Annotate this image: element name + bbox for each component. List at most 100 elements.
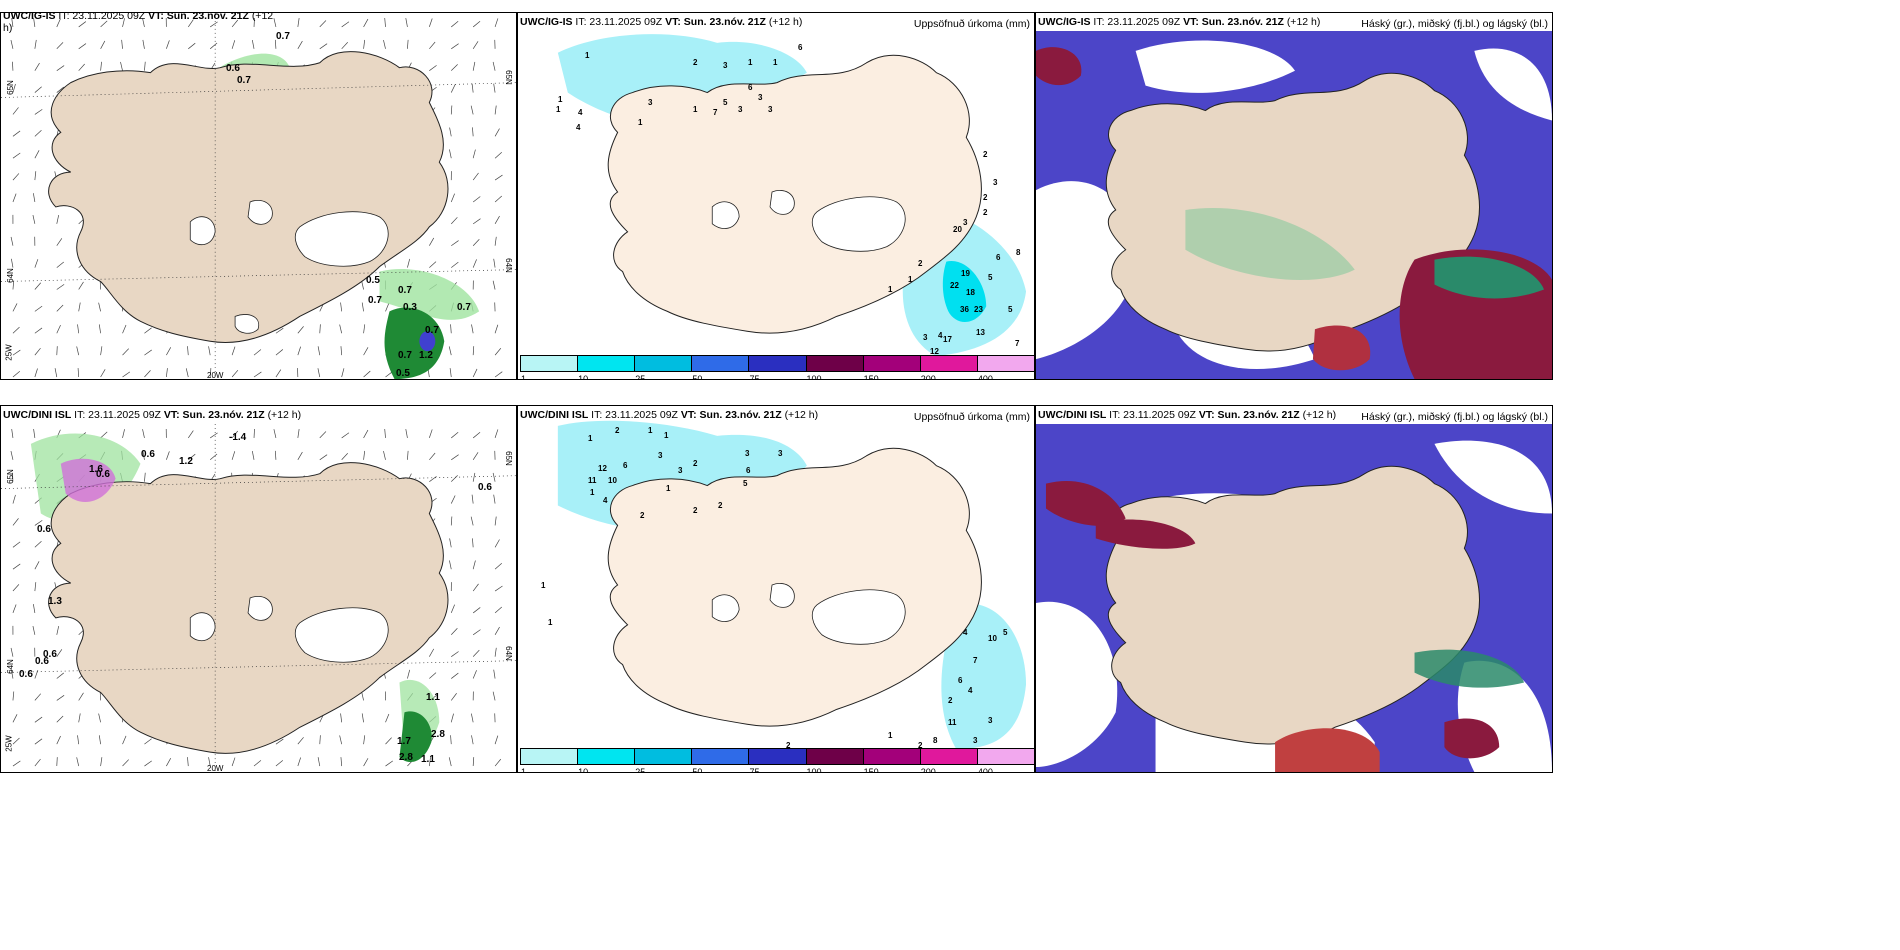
wind-barb xyxy=(449,538,452,548)
wind-barb xyxy=(494,606,503,614)
wind-barb xyxy=(100,757,103,767)
wind-barb xyxy=(100,346,103,356)
wind-barb xyxy=(34,130,42,137)
wind-barb xyxy=(472,41,479,49)
wind-barb xyxy=(34,171,37,181)
wind-barb xyxy=(12,584,20,592)
map-area: 65N 64N 65N 64N 25W 20W -1.4 0.6 1.2 1.6… xyxy=(1,424,516,772)
value-label: 8 xyxy=(1016,248,1021,257)
value-label: 1.6 xyxy=(89,464,103,475)
colorbar-segment xyxy=(976,355,1034,372)
precip-map-svg xyxy=(557,420,1027,750)
wind-barb xyxy=(56,261,64,268)
cloud-high-red xyxy=(1095,519,1196,549)
wind-barb xyxy=(12,193,17,203)
wind-barb xyxy=(383,40,386,49)
wind-barb xyxy=(319,324,321,334)
wind-barb xyxy=(231,451,236,460)
value-label: 6 xyxy=(958,676,963,685)
wind-barb xyxy=(11,18,14,27)
wind-barb xyxy=(56,238,63,246)
value-label: 1 xyxy=(590,488,595,497)
panel-precip-bottom-middle: UWC/DINI ISL IT: 23.11.2025 09Z VT: Sun.… xyxy=(517,405,1035,773)
lon-label-20w: 20W xyxy=(207,371,224,380)
value-label: 0.7 xyxy=(425,325,439,336)
wind-barb xyxy=(11,669,14,679)
glacier-langjokull xyxy=(711,594,740,622)
value-label: 2 xyxy=(640,511,645,520)
wind-barb xyxy=(494,758,502,767)
value-label: 8 xyxy=(933,736,938,745)
model-name: UWC/DINI ISL xyxy=(1038,409,1107,421)
wind-barb xyxy=(34,282,42,290)
lead-time: (+12 h) xyxy=(1286,16,1321,28)
value-label: 7 xyxy=(713,108,718,117)
wind-barb xyxy=(209,432,218,439)
value-label: 2 xyxy=(693,506,698,515)
value-label: 1 xyxy=(638,118,643,127)
wind-barb xyxy=(361,713,364,723)
wind-barb xyxy=(273,18,277,28)
panel-title: UWC/DINI ISL IT: 23.11.2025 09Z VT: Sun.… xyxy=(3,409,301,421)
lead-time-unit: h) xyxy=(3,22,13,34)
value-label: 1 xyxy=(558,95,563,104)
wind-barb xyxy=(449,368,452,378)
wind-barb xyxy=(12,326,20,334)
wind-barb xyxy=(100,61,102,71)
value-label: 3 xyxy=(973,736,978,745)
wind-barb xyxy=(34,86,42,93)
wind-barb xyxy=(12,518,19,526)
purple-cells xyxy=(60,458,116,502)
value-label: 2 xyxy=(983,208,988,217)
value-label: 1 xyxy=(748,58,753,67)
wind-barb xyxy=(385,713,390,723)
wind-barb xyxy=(450,628,458,636)
colorbar-tick-label: 1 xyxy=(521,374,527,380)
value-label: 1 xyxy=(693,105,698,114)
wind-barb xyxy=(188,453,196,461)
wind-barb xyxy=(144,760,152,767)
wind-barb xyxy=(494,626,500,635)
panel-title: UWC/IG-IS IT: 23.11.2025 09Z VT: Sun. 23… xyxy=(1038,16,1320,28)
wind-barb xyxy=(450,713,454,723)
precip-dark-green-area xyxy=(384,307,445,379)
glacier-langjokull xyxy=(189,216,216,246)
wind-barb xyxy=(319,43,328,50)
value-label: 1.1 xyxy=(426,692,440,703)
wind-barb xyxy=(12,760,21,767)
wind-barb xyxy=(78,692,84,701)
wind-barb xyxy=(12,691,15,701)
value-label: 0.6 xyxy=(35,656,49,667)
clear-area xyxy=(1434,440,1552,514)
wind-barb xyxy=(470,516,474,526)
wind-barb xyxy=(188,42,196,50)
value-label: 0.7 xyxy=(276,31,290,42)
wind-barb xyxy=(297,18,300,27)
wind-barb xyxy=(34,582,37,592)
land-iceland xyxy=(48,462,449,754)
wind-barb xyxy=(472,472,476,482)
wind-barb xyxy=(451,431,459,439)
wind-barb xyxy=(56,715,64,723)
colorbar-segment xyxy=(919,748,978,765)
lon-label-20w: 20W xyxy=(207,764,224,773)
value-label: 1 xyxy=(648,426,653,435)
wind-barb xyxy=(144,472,146,482)
wind-barb xyxy=(34,347,41,356)
value-label: 3 xyxy=(923,333,928,342)
wind-barb xyxy=(33,604,36,613)
wind-barb xyxy=(494,174,503,181)
land-iceland xyxy=(607,447,982,727)
wind-barb xyxy=(472,149,476,159)
wind-barb xyxy=(12,604,17,614)
glacier-vatnajokull xyxy=(294,607,389,663)
wind-barb xyxy=(494,348,502,356)
valid-time: VT: Sun. 23.nóv. 21Z xyxy=(665,16,766,28)
lat-label-64n-right: 64N xyxy=(504,646,514,661)
land-iceland xyxy=(1105,465,1480,745)
wind-barb xyxy=(471,324,474,334)
value-label: 6 xyxy=(798,43,803,52)
value-label: 2 xyxy=(615,426,620,435)
value-label: 3 xyxy=(678,466,683,475)
wind-barb xyxy=(451,261,459,268)
